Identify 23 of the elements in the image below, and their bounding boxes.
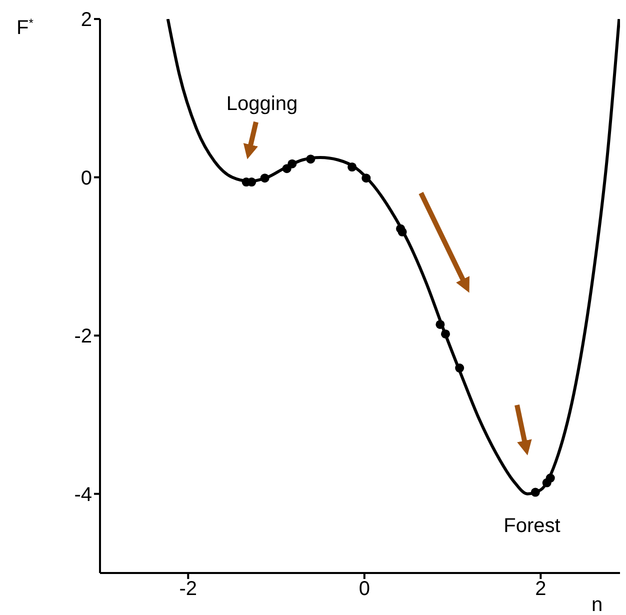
y-tick-label: -4 <box>74 484 92 506</box>
annotation: Forest <box>504 515 561 538</box>
point <box>436 320 445 329</box>
point <box>440 329 450 338</box>
point <box>362 174 371 183</box>
point <box>546 474 555 483</box>
x-tick-label: 0 <box>358 578 370 600</box>
x-axis-title: n <box>591 594 603 615</box>
point <box>306 154 316 164</box>
point <box>288 159 297 168</box>
point <box>455 364 464 373</box>
y-tick-label: -2 <box>74 326 92 348</box>
x-tick-label: -2 <box>179 578 198 600</box>
annotation: Logging <box>226 93 298 116</box>
point <box>260 174 270 183</box>
y-axis-title: F$^{*}$ <box>16 16 34 39</box>
point <box>398 227 407 236</box>
line-series <box>166 19 620 496</box>
y-tick-label: 2 <box>80 9 92 32</box>
point <box>348 162 357 172</box>
x-tick-label: 2 <box>535 578 546 600</box>
point <box>530 488 540 497</box>
y-tick-label: 0 <box>80 167 92 190</box>
